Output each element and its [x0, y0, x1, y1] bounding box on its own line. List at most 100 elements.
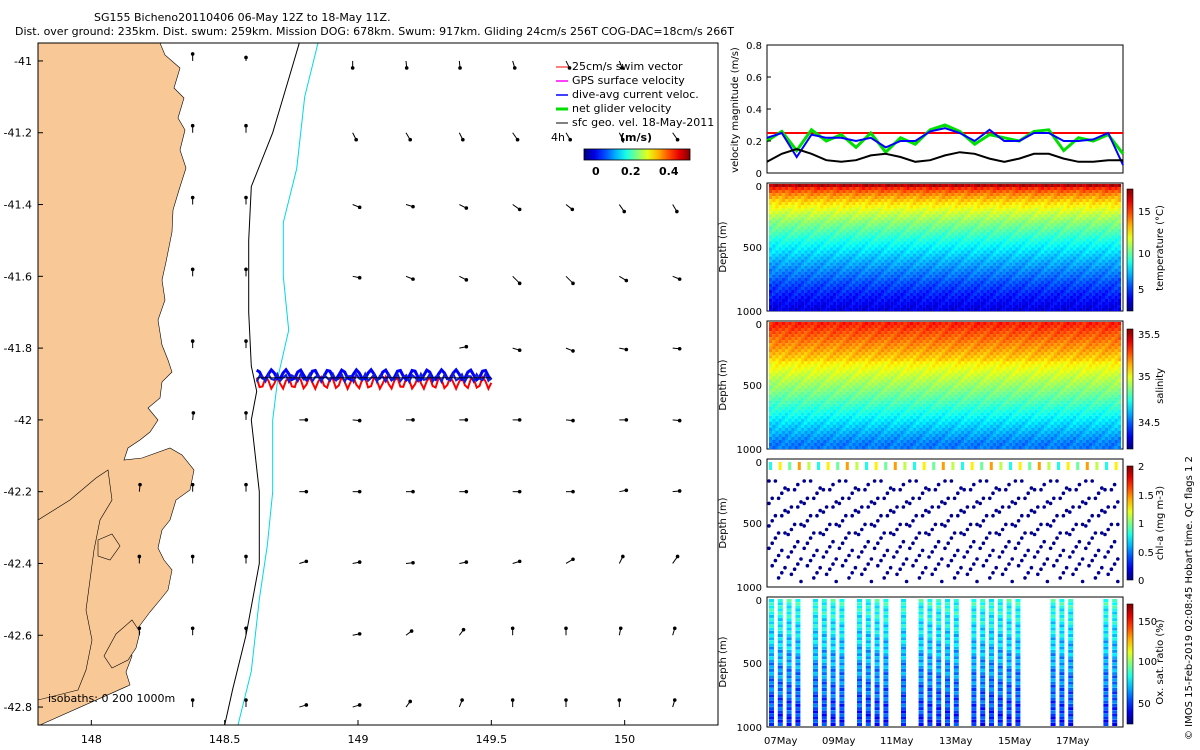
temperature-sample: [1089, 277, 1093, 281]
temperature-sample: [1044, 259, 1048, 263]
temperature-sample: [881, 187, 885, 191]
temperature-sample: [829, 277, 834, 281]
temperature-sample: [986, 250, 990, 254]
temperature-sample: [913, 295, 917, 300]
temperature-sample: [877, 308, 882, 312]
current-vector-head: [190, 698, 195, 702]
temperature-sample: [903, 220, 907, 224]
temperature-sample: [1117, 250, 1122, 254]
temperature-sample: [1063, 292, 1067, 297]
temperature-sample: [1031, 280, 1035, 284]
temperature-sample: [769, 302, 773, 306]
temperature-sample: [852, 253, 856, 257]
temperature-sample: [1025, 217, 1029, 221]
temperature-sample: [1044, 220, 1048, 224]
temperature-sample: [1108, 308, 1112, 312]
temperature-sample: [1047, 199, 1051, 203]
temperature-sample: [935, 277, 939, 281]
temperature-sample: [829, 302, 834, 306]
temperature-sample: [1082, 226, 1086, 230]
temperature-sample: [977, 292, 981, 297]
temperature-sample: [785, 305, 789, 309]
temperature-sample: [1066, 232, 1070, 236]
temperature-sample: [823, 289, 827, 294]
temperature-sample: [1034, 232, 1038, 236]
temperature-sample: [1021, 277, 1026, 281]
temperature-sample: [1021, 262, 1026, 266]
temperature-sample: [890, 289, 894, 294]
temperature-sample: [945, 271, 949, 275]
temperature-sample: [877, 247, 882, 251]
temperature-sample: [1005, 196, 1010, 200]
temperature-sample: [855, 232, 859, 236]
temperature-sample: [804, 226, 808, 230]
current-vector-head: [567, 66, 572, 70]
temperature-sample: [1005, 308, 1010, 312]
temperature-sample: [826, 220, 830, 224]
temperature-sample: [938, 238, 942, 242]
temperature-sample: [1085, 190, 1090, 194]
temperature-sample: [849, 295, 853, 300]
temperature-sample: [807, 271, 811, 275]
temperature-sample: [925, 235, 930, 239]
temperature-sample: [1053, 283, 1058, 287]
temperature-sample: [813, 295, 818, 300]
temperature-sample: [865, 295, 869, 300]
temperature-sample: [1066, 214, 1070, 218]
temperature-sample: [813, 187, 818, 191]
temperature-sample: [1117, 214, 1122, 218]
temperature-sample: [986, 277, 990, 281]
temperature-sample: [957, 241, 962, 245]
temperature-sample: [1041, 199, 1045, 203]
temperature-sample: [890, 256, 894, 260]
temperature-sample: [1066, 283, 1070, 287]
temperature-sample: [1060, 193, 1064, 197]
temperature-sample: [1028, 286, 1032, 290]
temperature-sample: [1105, 241, 1109, 245]
temperature-sample: [1105, 229, 1109, 233]
temperature-sample: [961, 223, 965, 227]
temperature-sample: [957, 277, 962, 281]
temperature-sample: [842, 305, 846, 309]
temperature-sample: [836, 259, 840, 263]
temperature-sample: [1085, 196, 1090, 200]
temperature-sample: [1028, 274, 1032, 278]
temperature-sample: [797, 229, 802, 233]
temperature-sample: [1047, 277, 1051, 281]
temperature-sample: [868, 205, 872, 209]
temperature-sample: [961, 202, 965, 206]
temperature-sample: [906, 196, 910, 200]
temperature-sample: [775, 214, 779, 218]
temperature-sample: [989, 190, 994, 194]
salinity-sample: [769, 373, 773, 377]
temperature-sample: [842, 226, 846, 230]
temperature-sample: [881, 196, 885, 200]
temperature-sample: [977, 220, 981, 224]
temperature-sample: [842, 199, 846, 203]
temperature-sample: [833, 277, 837, 281]
temperature-sample: [916, 247, 920, 251]
temperature-sample: [785, 229, 789, 233]
temperature-sample: [1108, 226, 1112, 230]
temperature-sample: [1082, 250, 1086, 254]
temperature-sample: [1089, 289, 1093, 294]
temperature-sample: [977, 295, 981, 300]
temperature-sample: [772, 187, 776, 191]
salinity-sample: [772, 418, 776, 422]
temperature-sample: [1117, 283, 1122, 287]
temperature-sample: [919, 283, 923, 287]
temperature-sample: [913, 289, 917, 294]
temperature-sample: [890, 277, 894, 281]
temperature-sample: [1031, 256, 1035, 260]
temperature-sample: [913, 196, 917, 200]
temperature-sample: [961, 289, 965, 294]
temperature-sample: [874, 286, 878, 290]
temperature-sample: [1021, 190, 1026, 194]
temperature-sample: [778, 226, 782, 230]
temperature-sample: [1114, 289, 1118, 294]
temperature-sample: [1028, 244, 1032, 248]
temperature-sample: [929, 208, 933, 212]
temperature-sample: [996, 247, 1000, 251]
temperature-sample: [817, 256, 821, 260]
temperature-sample: [1060, 190, 1064, 194]
